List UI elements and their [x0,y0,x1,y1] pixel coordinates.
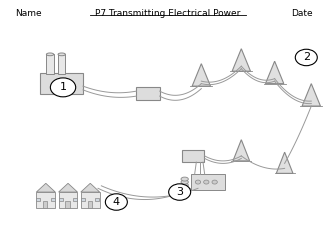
FancyBboxPatch shape [58,198,62,201]
FancyBboxPatch shape [43,201,47,208]
FancyBboxPatch shape [88,201,92,208]
Text: P7 Transmitting Electrical Power: P7 Transmitting Electrical Power [95,9,241,18]
Text: 1: 1 [59,82,67,92]
Circle shape [295,49,317,66]
Circle shape [204,180,209,184]
FancyBboxPatch shape [40,73,83,94]
FancyBboxPatch shape [136,87,160,100]
Circle shape [212,180,217,184]
FancyBboxPatch shape [36,198,40,201]
FancyBboxPatch shape [51,198,55,201]
Text: Name: Name [15,9,41,18]
Ellipse shape [46,53,54,56]
FancyBboxPatch shape [81,198,85,201]
FancyBboxPatch shape [182,150,204,162]
Ellipse shape [181,183,188,187]
FancyBboxPatch shape [36,192,55,208]
FancyBboxPatch shape [58,54,66,74]
Polygon shape [232,49,250,71]
Text: 4: 4 [113,197,120,207]
Polygon shape [302,84,321,106]
Polygon shape [276,152,293,173]
Ellipse shape [58,53,66,56]
Polygon shape [58,183,78,192]
Text: 2: 2 [303,52,310,62]
Ellipse shape [181,180,188,184]
FancyBboxPatch shape [81,192,100,208]
Polygon shape [192,64,210,86]
Polygon shape [233,140,250,161]
FancyBboxPatch shape [95,198,99,201]
Circle shape [195,180,201,184]
FancyBboxPatch shape [66,201,70,208]
FancyBboxPatch shape [58,192,78,208]
Text: Date: Date [291,9,313,18]
Text: 3: 3 [176,187,183,197]
Polygon shape [81,183,100,192]
FancyBboxPatch shape [191,174,225,190]
FancyBboxPatch shape [46,54,54,74]
Polygon shape [265,61,284,84]
FancyBboxPatch shape [73,198,77,201]
Ellipse shape [181,177,188,181]
Circle shape [50,78,76,97]
Polygon shape [36,183,55,192]
Circle shape [106,194,127,210]
Circle shape [169,184,191,200]
